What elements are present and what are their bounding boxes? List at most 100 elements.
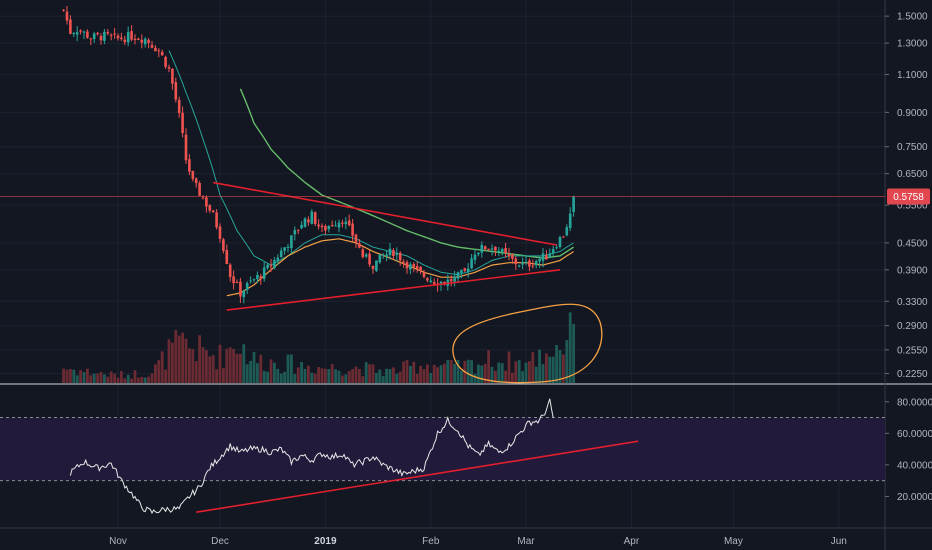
volume-bar [385, 368, 388, 383]
candle-body [405, 262, 409, 269]
volume-bar [171, 342, 174, 383]
time-tick-label: Mar [517, 536, 535, 547]
volume-bar [446, 360, 450, 383]
candle-body [347, 220, 351, 226]
candle-body [415, 265, 419, 269]
volume-bar [541, 364, 545, 383]
volume-bar [69, 368, 72, 383]
ma-fast-line [168, 50, 574, 276]
volume-bar [453, 363, 456, 383]
candle-body [558, 237, 562, 248]
moving-average-fast [168, 50, 574, 276]
volume-bar [443, 363, 446, 383]
volume-bar [432, 364, 436, 383]
volume-bar [368, 364, 371, 383]
candle-body [130, 31, 133, 40]
volume-bar [558, 349, 562, 383]
candle-body [460, 269, 463, 273]
candle-body [201, 197, 205, 199]
volume-bar [381, 376, 385, 383]
rsi-axis[interactable]: 80.0000 60.0000 40.0000 20.0000 [885, 397, 932, 503]
candle-body [126, 32, 130, 43]
price-tick-label: 0.9000 [897, 108, 928, 119]
candle-body [487, 248, 490, 250]
rsi-band-fill [0, 417, 885, 481]
volume-bar [378, 369, 382, 383]
volume-bar [211, 355, 215, 383]
candle-body [477, 252, 480, 255]
time-tick-label: May [724, 536, 743, 547]
candle-body [531, 265, 535, 267]
volume-bar [480, 365, 484, 383]
volume-bar [514, 361, 518, 383]
resistance-trendline [213, 181, 557, 246]
candle-body [65, 11, 69, 21]
candle-body [551, 249, 555, 253]
volume-bar [361, 376, 365, 383]
rsi-tick-label: 60.0000 [897, 429, 932, 440]
volume-bar [494, 370, 497, 383]
candle-body [228, 264, 232, 277]
candle-body [96, 32, 99, 35]
volume-bar [555, 344, 558, 383]
candle-body [293, 230, 297, 235]
candle-body [364, 254, 368, 257]
volume-bar [205, 350, 208, 383]
candle-body [273, 260, 276, 269]
volume-bar [466, 359, 470, 383]
volume-bar [194, 361, 198, 383]
candle-body [188, 159, 191, 172]
volume-bar [300, 362, 303, 383]
price-tick-label: 0.6500 [897, 169, 928, 180]
time-axis[interactable]: Nov Dec 2019 Feb Mar Apr May Jun [109, 536, 847, 547]
candle-body [324, 226, 327, 231]
candle-body [103, 31, 106, 41]
volume-bar [106, 376, 110, 383]
volume-bar [164, 369, 167, 383]
volume-bar [65, 369, 69, 383]
price-tick-label: 0.4500 [897, 238, 928, 249]
volume-bar [375, 372, 378, 383]
volume-bar [184, 338, 188, 383]
candle-body [242, 290, 246, 298]
volume-bar [245, 364, 249, 383]
volume-bar [460, 370, 463, 383]
candle-body [381, 254, 385, 256]
price-axis[interactable]: 1.5000 1.3000 1.1000 0.9000 0.7500 0.6500 0.55… [885, 12, 928, 380]
candle-body [422, 272, 426, 277]
candle-body [211, 210, 215, 212]
volume-bar [500, 363, 504, 383]
candle-body [177, 99, 181, 113]
candle-body [106, 31, 110, 34]
support-trendline [226, 269, 561, 311]
time-tick-label: Feb [422, 536, 440, 547]
price-tick-label: 0.2900 [897, 321, 928, 332]
candle-body [69, 19, 72, 34]
time-tick-label: 2019 [314, 536, 337, 547]
candle-body [480, 244, 484, 253]
candle-body [239, 281, 242, 297]
candle-body [524, 261, 528, 263]
volume-bar [483, 363, 487, 383]
volume-bar [232, 348, 235, 383]
candle-body [409, 264, 412, 270]
candle-body [497, 250, 501, 252]
volume-bar [62, 368, 65, 383]
rsi-tick-label: 40.0000 [897, 460, 932, 471]
candle-body [143, 38, 147, 45]
candle-body [167, 67, 171, 69]
candle-body [351, 223, 354, 236]
candle-body [116, 35, 120, 39]
volume-bar [531, 352, 535, 383]
volume-bar [456, 359, 460, 383]
price-tick-label: 0.3300 [897, 297, 928, 308]
volume-bars [62, 312, 575, 383]
volume-bar [269, 359, 273, 383]
volume-bar [330, 364, 334, 383]
time-tick-label: Dec [211, 536, 229, 547]
candle-body [388, 248, 392, 256]
volume-bar [511, 372, 514, 383]
volume-bar [262, 370, 266, 383]
candle-body [123, 39, 127, 43]
